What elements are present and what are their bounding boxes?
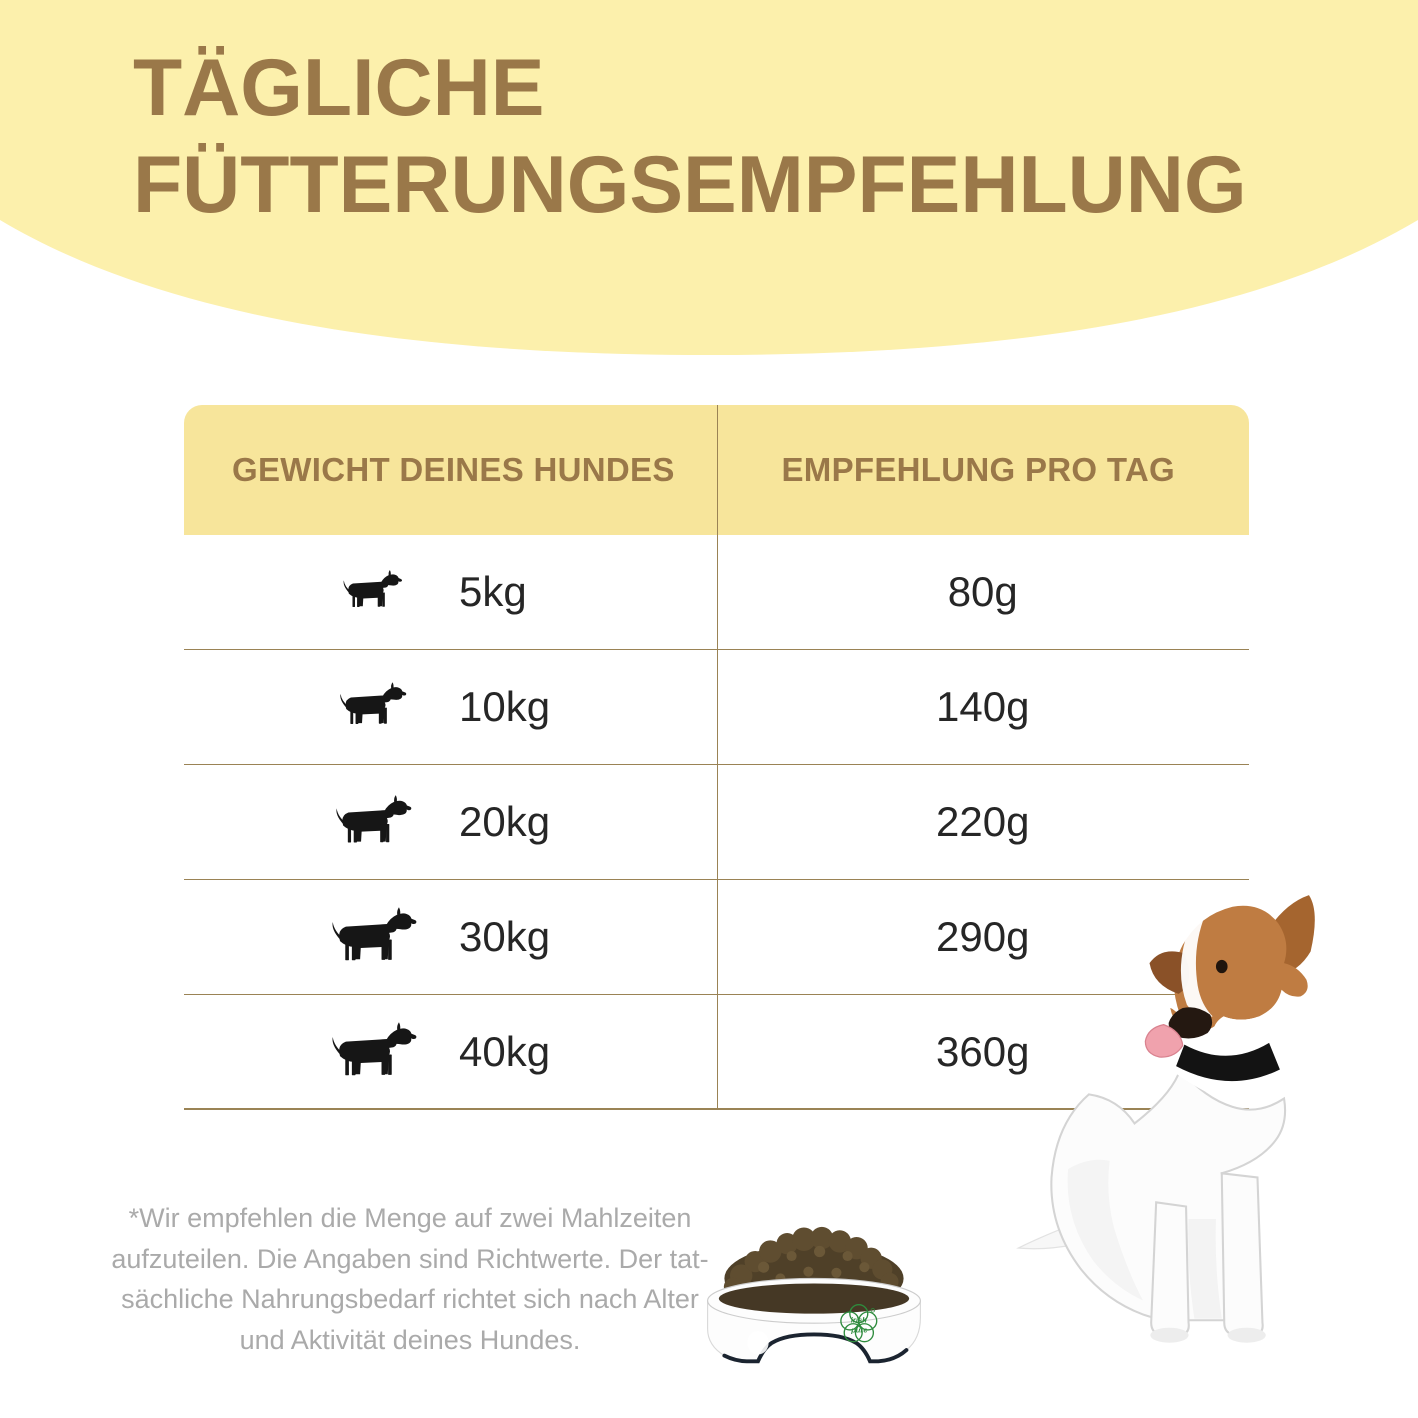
svg-text:irish: irish (851, 1316, 867, 1325)
svg-text:pure: pure (850, 1326, 867, 1335)
